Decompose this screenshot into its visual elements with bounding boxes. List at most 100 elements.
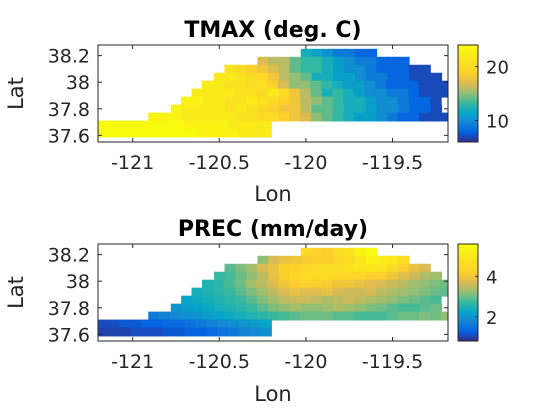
heatmap-cell [279,104,291,114]
heatmap-cell [364,80,376,90]
subplot-1: TMAX (deg. C) -121 -120.5 -120 -119.5 37.6 37.… [4,18,509,206]
y-tick-label: 38.2 [48,46,90,68]
heatmap-cell [331,279,344,289]
colorbar-tick-label: 20 [486,58,509,79]
heatmap-cell [180,311,193,321]
heatmap-cell [289,303,302,313]
heatmap-cell [300,48,313,58]
heatmap-cell [333,48,345,58]
heatmap-cell [300,56,313,66]
heatmap-cell [365,255,378,265]
heatmap-cell [365,56,378,66]
heatmap-cell [331,80,344,90]
heatmap-cell [440,80,448,90]
heatmap-cell [159,311,171,321]
heatmap-cell [257,72,269,82]
heatmap-cell [278,64,291,74]
heatmap-cell [181,104,194,114]
heatmap-cell [289,96,301,106]
heatmap-cell [195,319,207,329]
x-tick-label: -120.5 [189,152,250,174]
heatmap-cell [398,72,410,82]
heatmap-cell [268,303,280,313]
heatmap-cell [256,311,268,321]
heatmap-cell [288,80,301,90]
heatmap-cell [235,263,247,273]
heatmap-cell [332,311,344,321]
heatmap-cell [246,64,258,74]
heatmap-cell [195,128,207,138]
heatmap-cell [311,48,323,58]
heatmap-cell [257,255,269,265]
heatmap-cell [289,112,301,122]
heatmap-cell [289,72,302,82]
heatmap-cell [289,104,302,114]
heatmap-cell [418,88,431,98]
heatmap-cell [409,72,421,82]
heatmap-cell [376,271,388,281]
heatmap-cell [267,263,280,273]
heatmap-cell [386,112,398,122]
heatmap-cell [343,64,356,74]
heatmap-cell [289,311,301,321]
heatmap-cell [365,64,377,74]
heatmap-cell [249,120,262,130]
heatmap-cell [279,56,291,66]
heatmap-cell [267,295,280,305]
heatmap-cell [223,80,236,90]
heatmap-cell [376,295,388,305]
heatmap-cell [321,287,333,297]
heatmap-cell [430,96,442,106]
heatmap-cell [440,279,448,289]
heatmap-cell [375,287,388,297]
heatmap-cell [311,96,323,106]
heatmap-cell [119,128,132,138]
x-tick-label: -119.5 [362,351,423,373]
x-tick-label: -121 [111,152,154,174]
heatmap-cell [130,327,142,337]
x-tick-label: -120.5 [189,351,250,373]
heatmap-cell [235,64,247,74]
heatmap-cell [354,56,367,66]
heatmap-cell [354,271,367,281]
heatmap-cell [289,295,301,305]
heatmap-cell [184,120,197,130]
heatmap-cell [279,303,291,313]
heatmap-cell [365,247,378,257]
heatmap-cell [354,255,367,265]
heatmap-cell [322,56,334,66]
heatmap-cell [429,311,442,321]
heatmap-cell [322,72,334,82]
heatmap-cell [130,128,142,138]
heatmap-cell [224,311,236,321]
heatmap-cell [376,96,388,106]
heatmap-cell [430,72,443,82]
heatmap-cell [386,96,399,106]
heatmap-cell [300,255,313,265]
heatmap-cell [300,64,312,74]
heatmap-cell [398,255,410,265]
colorbar-frame [457,44,479,143]
heatmap-cell [311,303,323,313]
x-tick-label: -121 [111,351,154,373]
heatmap-cell [152,327,164,337]
heatmap-cell [212,80,225,90]
heatmap-cell [249,327,262,337]
heatmap-cell [333,255,345,265]
heatmap-cell [192,303,204,313]
heatmap-cell [419,295,431,305]
heatmap-cell [365,72,378,82]
heatmap-cell [184,327,197,337]
heatmap-cell [365,271,378,281]
heatmap-cell [235,303,248,313]
heatmap-cell [130,319,142,329]
heatmap-cell [419,263,431,273]
heatmap-cell [364,311,377,321]
heatmap-cell [246,96,258,106]
heatmap-cell [365,263,377,273]
heatmap-cell [238,319,251,329]
heatmap-cell [311,263,323,273]
heatmap-cell [170,104,183,114]
heatmap-cell [289,88,301,98]
heatmap-cell [213,88,225,98]
